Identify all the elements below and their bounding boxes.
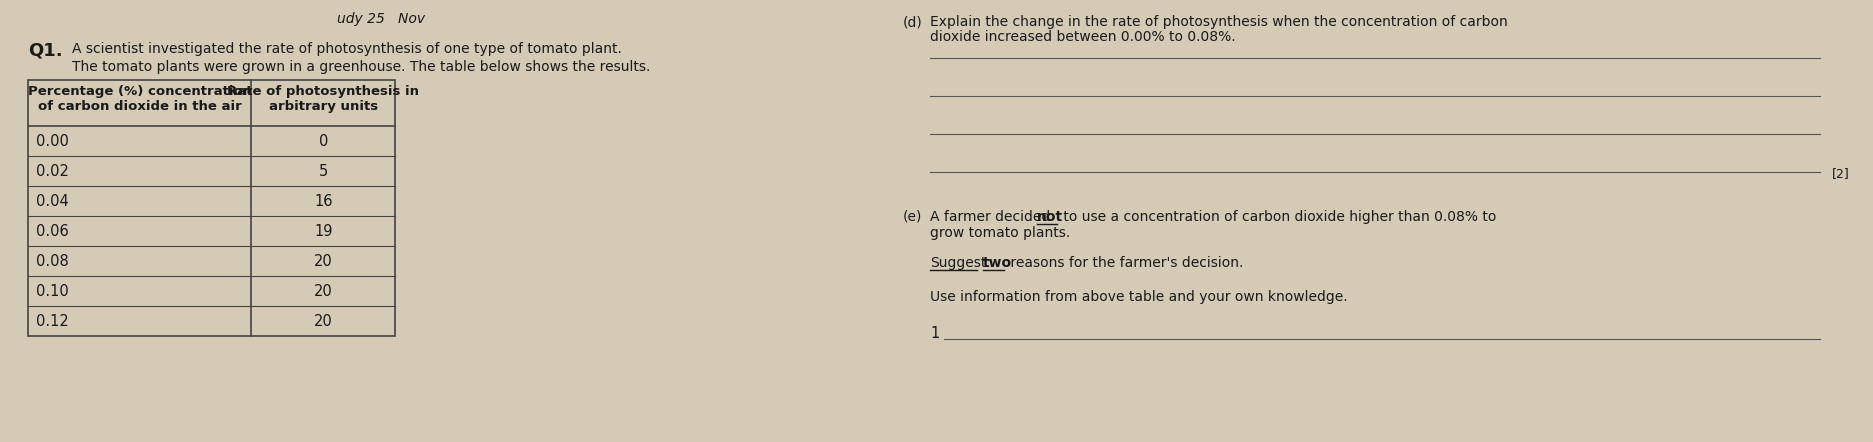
Text: not: not: [1038, 210, 1062, 224]
Text: Rate of photosynthesis in
arbitrary units: Rate of photosynthesis in arbitrary unit…: [227, 85, 420, 113]
Text: 1: 1: [929, 326, 938, 341]
Text: dioxide increased between 0.00% to 0.08%.: dioxide increased between 0.00% to 0.08%…: [929, 30, 1234, 44]
Text: to use a concentration of carbon dioxide higher than 0.08% to: to use a concentration of carbon dioxide…: [1058, 210, 1497, 224]
Text: 0.00: 0.00: [36, 133, 69, 149]
Text: The tomato plants were grown in a greenhouse. The table below shows the results.: The tomato plants were grown in a greenh…: [71, 60, 650, 74]
Text: Suggest: Suggest: [929, 256, 985, 270]
Text: 0: 0: [318, 133, 328, 149]
Text: 19: 19: [315, 224, 332, 239]
Text: reasons for the farmer's decision.: reasons for the farmer's decision.: [1006, 256, 1242, 270]
Text: A farmer decided: A farmer decided: [929, 210, 1054, 224]
Text: grow tomato plants.: grow tomato plants.: [929, 226, 1069, 240]
Text: 20: 20: [313, 313, 332, 328]
Text: (d): (d): [901, 15, 922, 29]
Text: 20: 20: [313, 254, 332, 268]
Text: 0.12: 0.12: [36, 313, 69, 328]
Text: 16: 16: [315, 194, 332, 209]
Text: 0.08: 0.08: [36, 254, 69, 268]
Bar: [28, 80, 395, 336]
Text: Percentage (%) concentration
of carbon dioxide in the air: Percentage (%) concentration of carbon d…: [28, 85, 251, 113]
Text: 5: 5: [318, 164, 328, 179]
Text: two: two: [981, 256, 1011, 270]
Text: A scientist investigated the rate of photosynthesis of one type of tomato plant.: A scientist investigated the rate of pho…: [71, 42, 622, 56]
Text: 0.02: 0.02: [36, 164, 69, 179]
Text: Explain the change in the rate of photosynthesis when the concentration of carbo: Explain the change in the rate of photos…: [929, 15, 1508, 29]
Text: 20: 20: [313, 283, 332, 298]
Text: 0.10: 0.10: [36, 283, 69, 298]
Text: Q1.: Q1.: [28, 42, 62, 60]
Text: 0.06: 0.06: [36, 224, 69, 239]
Text: udy 25   Nov: udy 25 Nov: [337, 12, 425, 26]
Text: 0.04: 0.04: [36, 194, 69, 209]
Text: Use information from above table and your own knowledge.: Use information from above table and you…: [929, 290, 1347, 304]
Text: (e): (e): [901, 210, 922, 224]
Text: [2]: [2]: [1832, 168, 1849, 180]
